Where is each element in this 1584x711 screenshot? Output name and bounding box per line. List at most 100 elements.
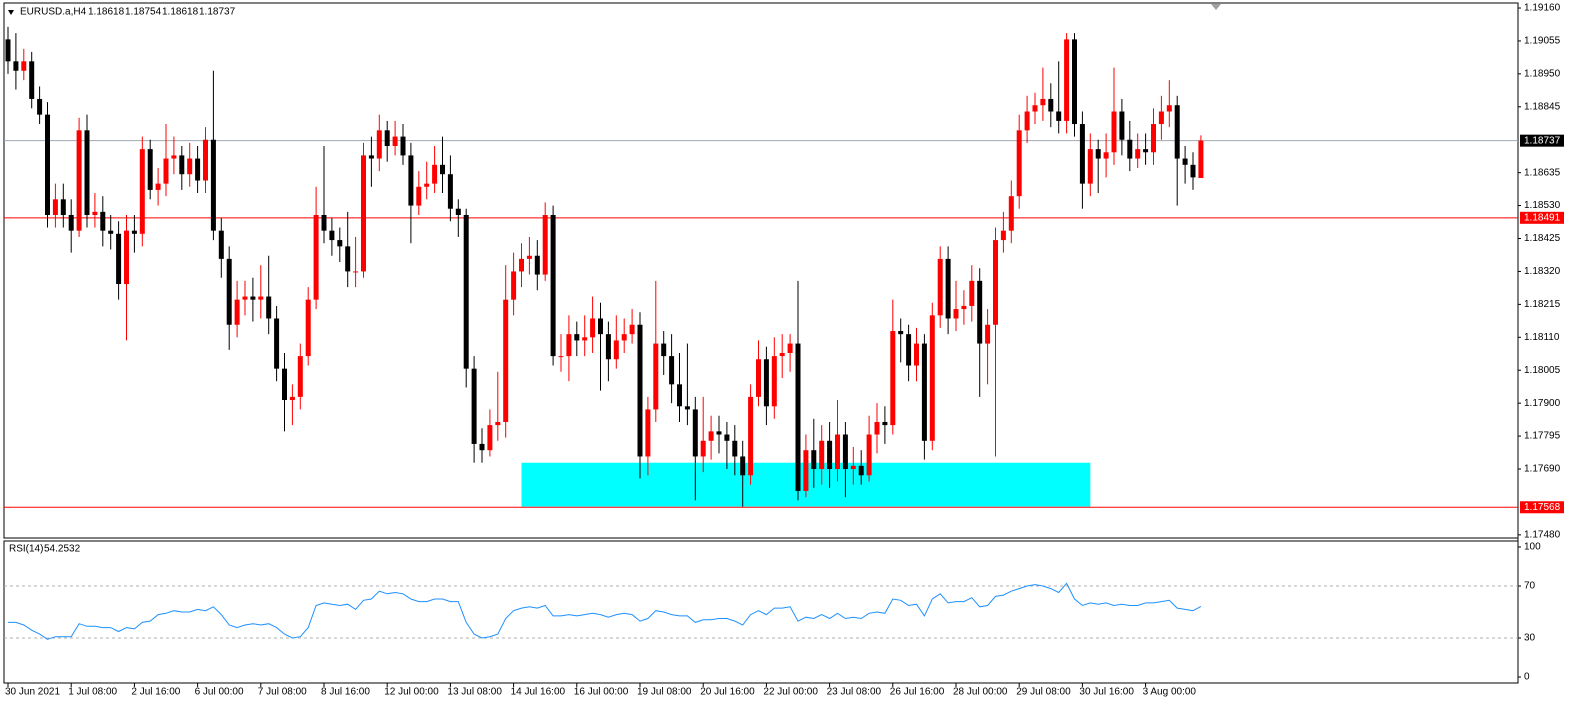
candle-body — [5, 39, 11, 62]
main-panel — [3, 2, 1519, 539]
candle-body — [282, 368, 287, 401]
candle-body — [234, 299, 240, 325]
candle-body — [566, 334, 572, 357]
price-label: 1.18491 — [1524, 212, 1561, 223]
candle-body — [1158, 111, 1164, 125]
candle-body — [171, 155, 177, 159]
candle-body — [1111, 111, 1117, 153]
candle-body — [361, 155, 366, 272]
candle-body — [21, 61, 27, 71]
header-low: 1.18618 — [162, 7, 199, 18]
candle-body — [329, 230, 335, 241]
y-tick-label: 1.18845 — [1524, 101, 1561, 112]
candle-body — [163, 158, 169, 184]
candle-body — [503, 299, 509, 422]
x-tick-label: 3 Aug 00:00 — [1143, 687, 1197, 698]
x-tick-label: 22 Jul 00:00 — [763, 687, 818, 698]
candle-body — [724, 434, 730, 441]
candle-body — [376, 130, 382, 159]
candle-body — [455, 208, 461, 215]
y-tick-label: 70 — [1524, 581, 1536, 592]
candle-body — [108, 230, 114, 234]
candle-body — [1048, 98, 1054, 112]
y-tick-label: 30 — [1524, 633, 1536, 644]
x-tick-label: 16 Jul 00:00 — [574, 687, 629, 698]
candle-body — [803, 450, 809, 491]
candle-body — [124, 230, 129, 284]
candle-body — [550, 214, 556, 357]
candle-body — [661, 343, 667, 357]
candle-body — [779, 352, 785, 357]
candle-body — [1024, 111, 1030, 131]
x-tick-label: 19 Jul 08:00 — [637, 687, 692, 698]
candle-body — [716, 431, 722, 435]
candle-body — [424, 183, 430, 187]
candle-body — [195, 158, 201, 181]
candle-body — [835, 434, 840, 470]
candle-body — [882, 421, 888, 426]
x-tick-label: 8 Jul 16:00 — [321, 687, 370, 698]
y-tick-label: 1.17900 — [1524, 398, 1561, 409]
candle-body — [226, 258, 232, 325]
candle-body — [906, 334, 912, 366]
header-high: 1.18754 — [125, 7, 162, 18]
candle-body — [321, 214, 327, 231]
candle-body — [700, 440, 706, 457]
y-tick-label: 1.17690 — [1524, 464, 1561, 475]
candle-body — [384, 130, 390, 147]
candle-body — [297, 356, 303, 397]
candle-body — [763, 359, 769, 407]
x-tick-label: 12 Jul 00:00 — [384, 687, 439, 698]
candle-body — [985, 324, 991, 344]
candle-body — [684, 406, 690, 410]
candle-body — [1166, 105, 1172, 112]
candle-body — [977, 280, 983, 344]
candle-body — [179, 155, 185, 175]
candle-body — [708, 431, 714, 441]
x-tick-label: 13 Jul 08:00 — [447, 687, 502, 698]
candle-body — [447, 174, 453, 209]
candle-body — [471, 368, 477, 444]
candle-body — [84, 130, 90, 215]
candle-body — [795, 343, 801, 491]
y-tick-label: 1.18110 — [1524, 332, 1560, 343]
candle-body — [479, 443, 485, 451]
x-tick-label: 2 Jul 16:00 — [131, 687, 180, 698]
candle-body — [811, 450, 817, 470]
candle-body — [100, 211, 106, 231]
candle-body — [842, 434, 848, 470]
y-tick-label: 1.17480 — [1524, 530, 1561, 541]
candle-body — [771, 356, 777, 407]
candle-body — [250, 296, 256, 300]
x-tick-label: 20 Jul 16:00 — [700, 687, 755, 698]
candle-body — [1127, 139, 1133, 159]
x-tick-label: 29 Jul 08:00 — [1016, 687, 1071, 698]
candle-body — [993, 240, 998, 325]
candle-body — [116, 233, 122, 284]
candle-body — [408, 155, 414, 206]
candle-body — [368, 155, 374, 159]
candle-body — [218, 230, 224, 259]
candle-body — [1119, 111, 1125, 140]
candle-body — [313, 214, 319, 300]
y-tick-label: 1.18215 — [1524, 299, 1561, 310]
candle-body — [645, 409, 651, 457]
x-tick-label: 30 Jun 2021 — [5, 687, 60, 698]
candle-body — [1095, 149, 1101, 159]
candle-body — [669, 356, 675, 385]
y-tick-label: 1.19055 — [1524, 36, 1561, 47]
candle-body — [1087, 149, 1093, 184]
candle-body — [590, 318, 596, 338]
candle-body — [1072, 39, 1077, 125]
candle-body — [400, 136, 406, 156]
price-label-box — [1520, 211, 1564, 224]
candle-body — [969, 280, 975, 306]
candle-body — [266, 296, 272, 319]
x-tick-label: 23 Jul 08:00 — [827, 687, 882, 698]
candle-body — [732, 440, 738, 457]
candle-body — [155, 183, 161, 190]
candle-body — [1151, 124, 1156, 153]
candle-body — [929, 315, 935, 441]
y-tick-label: 1.18635 — [1524, 167, 1561, 178]
